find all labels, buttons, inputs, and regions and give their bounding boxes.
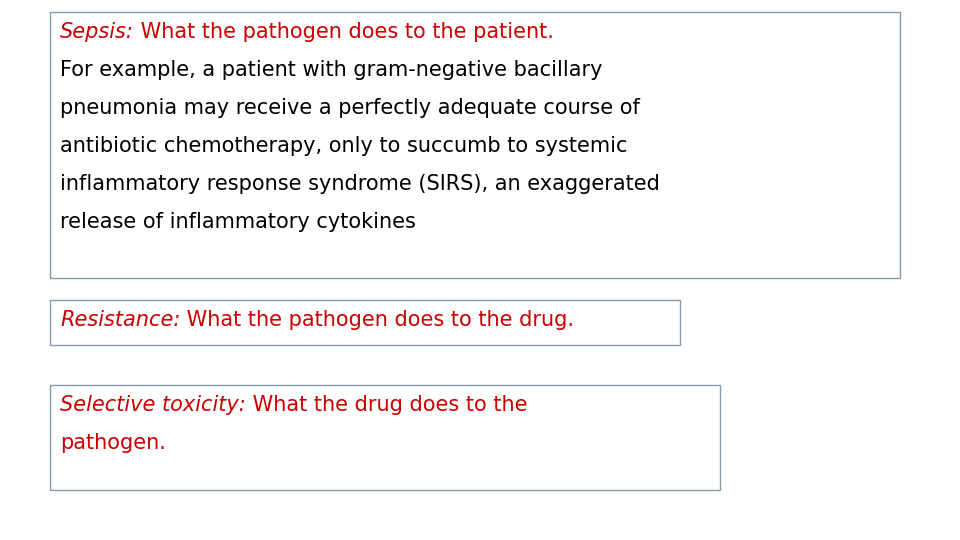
Text: What the pathogen does to the patient.: What the pathogen does to the patient. bbox=[133, 22, 554, 42]
Bar bbox=[50, 385, 720, 490]
Text: antibiotic chemotherapy, only to succumb to systemic: antibiotic chemotherapy, only to succumb… bbox=[60, 136, 628, 156]
Text: pneumonia may receive a perfectly adequate course of: pneumonia may receive a perfectly adequa… bbox=[60, 98, 640, 118]
Text: What the drug does to the: What the drug does to the bbox=[246, 395, 527, 415]
Text: Selective toxicity:: Selective toxicity: bbox=[60, 395, 246, 415]
Bar bbox=[50, 12, 900, 278]
Text: What the pathogen does to the drug.: What the pathogen does to the drug. bbox=[180, 310, 574, 330]
Text: Sepsis:: Sepsis: bbox=[60, 22, 133, 42]
Text: For example, a patient with gram-negative bacillary: For example, a patient with gram-negativ… bbox=[60, 60, 603, 80]
Text: release of inflammatory cytokines: release of inflammatory cytokines bbox=[60, 212, 416, 232]
Bar bbox=[50, 300, 680, 345]
Text: inflammatory response syndrome (SIRS), an exaggerated: inflammatory response syndrome (SIRS), a… bbox=[60, 174, 660, 194]
Text: pathogen.: pathogen. bbox=[60, 433, 166, 453]
Text: Resistance:: Resistance: bbox=[60, 310, 180, 330]
